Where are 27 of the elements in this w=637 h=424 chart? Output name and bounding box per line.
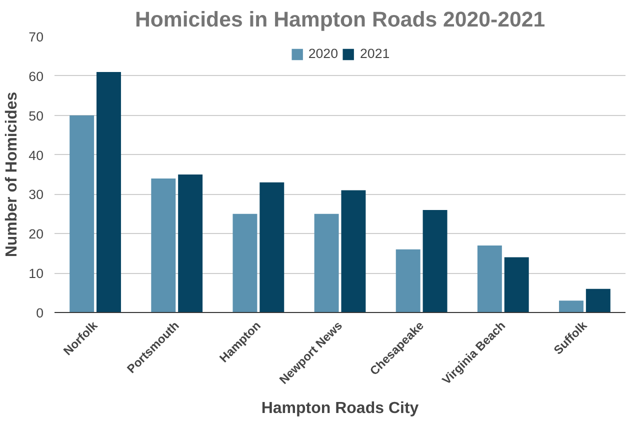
chart-title: Homicides in Hampton Roads 2020-2021: [134, 8, 546, 32]
bar: [314, 214, 339, 312]
y-tick-label: 0: [36, 306, 44, 320]
legend-label: 2021: [360, 46, 390, 61]
y-tick-label: 10: [28, 266, 44, 282]
bar: [559, 300, 584, 312]
bar: [178, 174, 203, 312]
y-tick-label: 70: [28, 30, 44, 44]
y-axis-title: Number of Homicides: [4, 92, 21, 258]
y-tick-label: 20: [28, 226, 44, 242]
bar: [260, 182, 284, 312]
bar: [232, 214, 258, 312]
bar: [504, 257, 529, 312]
y-tick-label: 50: [28, 108, 44, 124]
y-tick-label: 40: [28, 148, 44, 163]
bar: [586, 288, 610, 312]
x-axis-title: Hampton Roads City: [261, 400, 419, 418]
y-tick-label: 30: [28, 187, 44, 202]
bar: [396, 249, 420, 312]
bar: [477, 245, 502, 312]
bar: [151, 178, 176, 312]
bar: [341, 190, 366, 312]
bar: [422, 210, 448, 312]
bar: [96, 72, 121, 312]
y-tick-label: 60: [28, 68, 44, 84]
bar: [70, 115, 94, 312]
legend-label: 2020: [308, 46, 338, 61]
